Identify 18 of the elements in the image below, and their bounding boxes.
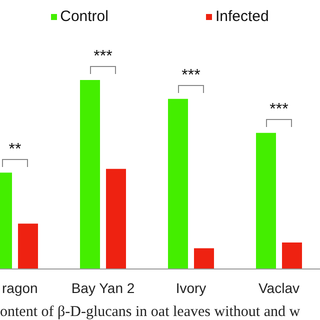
bar [80,80,100,269]
x-tick-label: ragon [2,280,38,296]
bar [282,242,302,269]
bar [18,224,38,269]
x-tick-label: Ivory [176,280,206,296]
text: ontent of β-D-glucans in oat leaves without and w [0,304,300,320]
legend-label: Control [59,8,108,25]
legend-label: Infected [214,8,269,25]
bar [194,248,214,269]
bar [168,98,188,269]
x-tick-label: Vaclav [258,280,300,296]
bar [256,132,276,269]
annotation: *** [268,100,290,119]
bar [106,168,126,269]
annotation: *** [180,66,202,85]
x-tick-label: Bay Yan 2 [71,280,135,296]
annotation: ** [8,140,22,159]
text: *** [92,48,114,66]
